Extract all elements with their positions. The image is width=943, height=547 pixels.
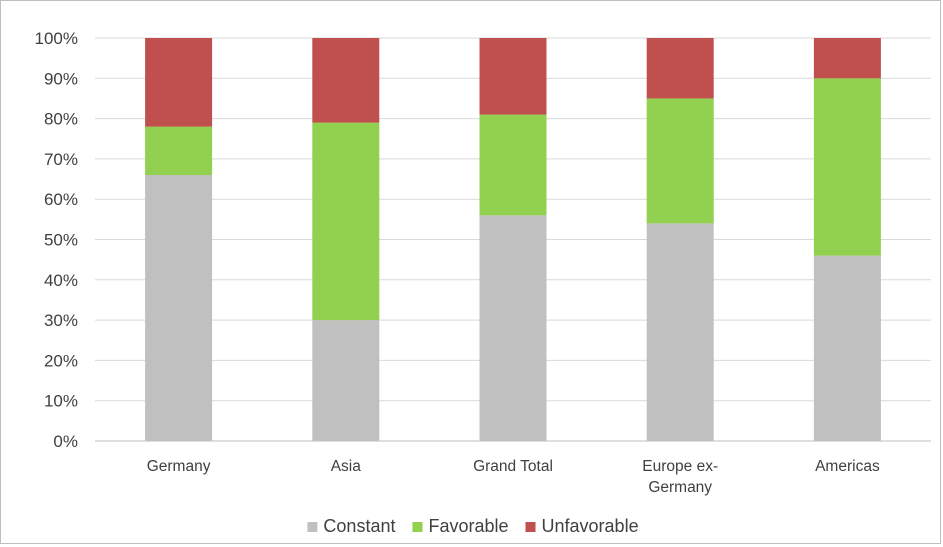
- y-tick-label: 70%: [44, 150, 78, 169]
- y-tick-label: 50%: [44, 231, 78, 250]
- y-tick-label: 80%: [44, 110, 78, 129]
- bar-constant-1: [312, 320, 380, 441]
- bar-favorable-0: [145, 126, 213, 176]
- x-category-label: Germany: [147, 458, 211, 475]
- y-tick-label: 10%: [44, 392, 78, 411]
- legend-label-unfavorable: Unfavorable: [542, 516, 639, 536]
- y-tick-label: 100%: [35, 29, 78, 48]
- bar-favorable-1: [312, 122, 380, 321]
- bar-unfavorable-4: [813, 38, 881, 79]
- bar-constant-0: [145, 175, 213, 441]
- bar-favorable-4: [813, 78, 881, 256]
- x-category-label: Asia: [331, 458, 362, 475]
- y-tick-label: 60%: [44, 190, 78, 209]
- bar-favorable-3: [646, 98, 714, 224]
- bar-unfavorable-1: [312, 38, 380, 123]
- legend-label-favorable: Favorable: [428, 516, 508, 536]
- legend-swatch-favorable: [412, 522, 423, 532]
- x-category-label: Americas: [815, 458, 880, 475]
- y-tick-label: 40%: [44, 271, 78, 290]
- legend-swatch-unfavorable: [525, 522, 536, 532]
- y-tick-label: 30%: [44, 311, 78, 330]
- bar-unfavorable-0: [145, 38, 213, 127]
- bar-constant-3: [646, 223, 714, 441]
- x-category-label: Europe ex-: [642, 458, 718, 475]
- bar-constant-2: [479, 215, 547, 441]
- y-tick-label: 90%: [44, 69, 78, 88]
- bar-unfavorable-2: [479, 38, 547, 115]
- legend-swatch-constant: [307, 522, 318, 532]
- y-tick-label: 0%: [53, 432, 78, 451]
- bar-favorable-2: [479, 114, 547, 216]
- bar-unfavorable-3: [646, 38, 714, 99]
- y-tick-label: 20%: [44, 351, 78, 370]
- bar-constant-4: [813, 255, 881, 441]
- legend-label-constant: Constant: [323, 516, 395, 536]
- x-category-label: Germany: [648, 479, 712, 496]
- x-category-label: Grand Total: [473, 458, 553, 475]
